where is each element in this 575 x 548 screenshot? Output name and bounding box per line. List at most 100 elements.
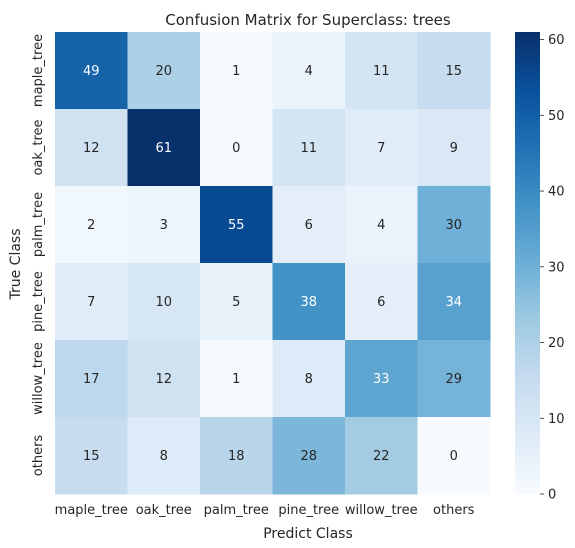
y-tick-label: others: [31, 435, 46, 477]
heatmap-cell: [200, 417, 273, 495]
heatmap-cell: [200, 263, 273, 341]
x-tick-label: maple_tree: [55, 503, 128, 518]
heatmap-cell: [272, 417, 346, 495]
heatmap-cell: [55, 109, 128, 187]
heatmap-cell: [417, 32, 491, 110]
x-tick-label: palm_tree: [204, 503, 269, 518]
x-axis-label: Predict Class: [263, 526, 353, 542]
heatmap-cell: [345, 109, 418, 187]
cell-value-label: 0: [232, 141, 240, 156]
cell-value-label: 55: [228, 218, 245, 233]
colorbar-tick-label: 40: [548, 185, 565, 200]
y-tick-label: oak_tree: [31, 119, 46, 175]
cell-value-label: 38: [300, 295, 317, 310]
cell-value-label: 20: [155, 64, 172, 79]
heatmap-cell: [417, 417, 491, 495]
colorbar-tick-labels: 0 10 20 30 40 50 60: [540, 33, 565, 503]
cell-value-label: 1: [232, 372, 240, 387]
heatmap-cell: [272, 109, 346, 187]
heatmap-cell: [200, 32, 273, 110]
heatmap-cell: [55, 186, 128, 264]
cell-value-label: 30: [445, 218, 462, 233]
heatmap-cell: [127, 109, 201, 187]
cell-value-label: 12: [83, 141, 100, 156]
heatmap-cell: [272, 263, 346, 341]
y-tick-label: maple_tree: [31, 34, 46, 107]
heatmap-cell: [127, 186, 201, 264]
cell-value-label: 1: [232, 64, 240, 79]
heatmap-cell: [55, 32, 128, 110]
heatmap-cell: [200, 109, 273, 187]
heatmap-cell: [127, 417, 201, 495]
cell-value-label: 3: [160, 218, 168, 233]
chart-title: Confusion Matrix for Superclass: trees: [165, 11, 451, 29]
heatmap-cells: [55, 32, 491, 495]
heatmap-cell: [127, 32, 201, 110]
x-tick-label: pine_tree: [278, 503, 339, 518]
cell-value-label: 33: [373, 372, 390, 387]
heatmap-cell: [200, 340, 273, 418]
cell-value-label: 11: [300, 141, 317, 156]
cell-value-label: 0: [450, 449, 458, 464]
cell-value-label: 29: [445, 372, 462, 387]
cell-value-label: 7: [87, 295, 95, 310]
cell-value-label: 15: [445, 64, 462, 79]
heatmap-cell: [345, 186, 418, 264]
cell-value-label: 61: [155, 141, 172, 156]
heatmap-cell: [127, 340, 201, 418]
y-tick-label: willow_tree: [31, 342, 46, 415]
colorbar: [515, 32, 540, 494]
cell-value-label: 4: [377, 218, 385, 233]
cell-value-label: 12: [155, 372, 172, 387]
x-axis-tick-labels: maple_tree oak_tree palm_tree pine_tree will…: [55, 503, 475, 518]
heatmap-cell: [200, 186, 273, 264]
heatmap-cell: [345, 32, 418, 110]
heatmap-cell: [272, 186, 346, 264]
heatmap-cell: [55, 417, 128, 495]
cell-value-label: 9: [450, 141, 458, 156]
colorbar-tick-label: 20: [548, 336, 565, 351]
cell-value-label: 8: [160, 449, 168, 464]
cell-value-label: 11: [373, 64, 390, 79]
cell-value-label: 18: [228, 449, 245, 464]
cell-value-label: 4: [305, 64, 313, 79]
heatmap-cell: [417, 263, 491, 341]
cell-value-label: 2: [87, 218, 95, 233]
heatmap-cell: [417, 186, 491, 264]
cell-value-label: 5: [232, 295, 240, 310]
heatmap-cell: [127, 263, 201, 341]
cell-value-label: 7: [377, 141, 385, 156]
heatmap-cell: [345, 263, 418, 341]
colorbar-tick-label: 60: [548, 33, 565, 48]
x-tick-label: willow_tree: [345, 503, 418, 518]
cell-value-label: 8: [305, 372, 313, 387]
cell-value-label: 6: [377, 295, 385, 310]
y-axis-label: True Class: [8, 228, 24, 300]
heatmap-cell: [417, 340, 491, 418]
y-axis-tick-labels: maple_tree oak_tree palm_tree pine_treewill…: [31, 34, 46, 476]
cell-value-label: 10: [155, 295, 172, 310]
cell-value-label: 34: [445, 295, 462, 310]
cell-value-label: 6: [305, 218, 313, 233]
heatmap-cell: [345, 417, 418, 495]
cell-value-label: 22: [373, 449, 390, 464]
colorbar-tick-label: 0: [548, 488, 556, 503]
y-tick-label: palm_tree: [31, 192, 46, 257]
heatmap-cell: [55, 340, 128, 418]
heatmap-cell: [272, 32, 346, 110]
cell-value-label: 49: [83, 64, 100, 79]
colorbar-tick-label: 30: [548, 260, 565, 275]
cell-value-label: 15: [83, 449, 100, 464]
heatmap-cell: [272, 340, 346, 418]
colorbar-tick-label: 50: [548, 109, 565, 124]
colorbar-tick-label: 10: [548, 412, 565, 427]
cell-value-label: 17: [83, 372, 100, 387]
heatmap-cell: [345, 340, 418, 418]
heatmap-cell: [55, 263, 128, 341]
x-tick-label: others: [433, 503, 475, 518]
heatmap-cell: [417, 109, 491, 187]
x-tick-label: oak_tree: [136, 503, 192, 518]
cell-value-label: 28: [300, 449, 317, 464]
